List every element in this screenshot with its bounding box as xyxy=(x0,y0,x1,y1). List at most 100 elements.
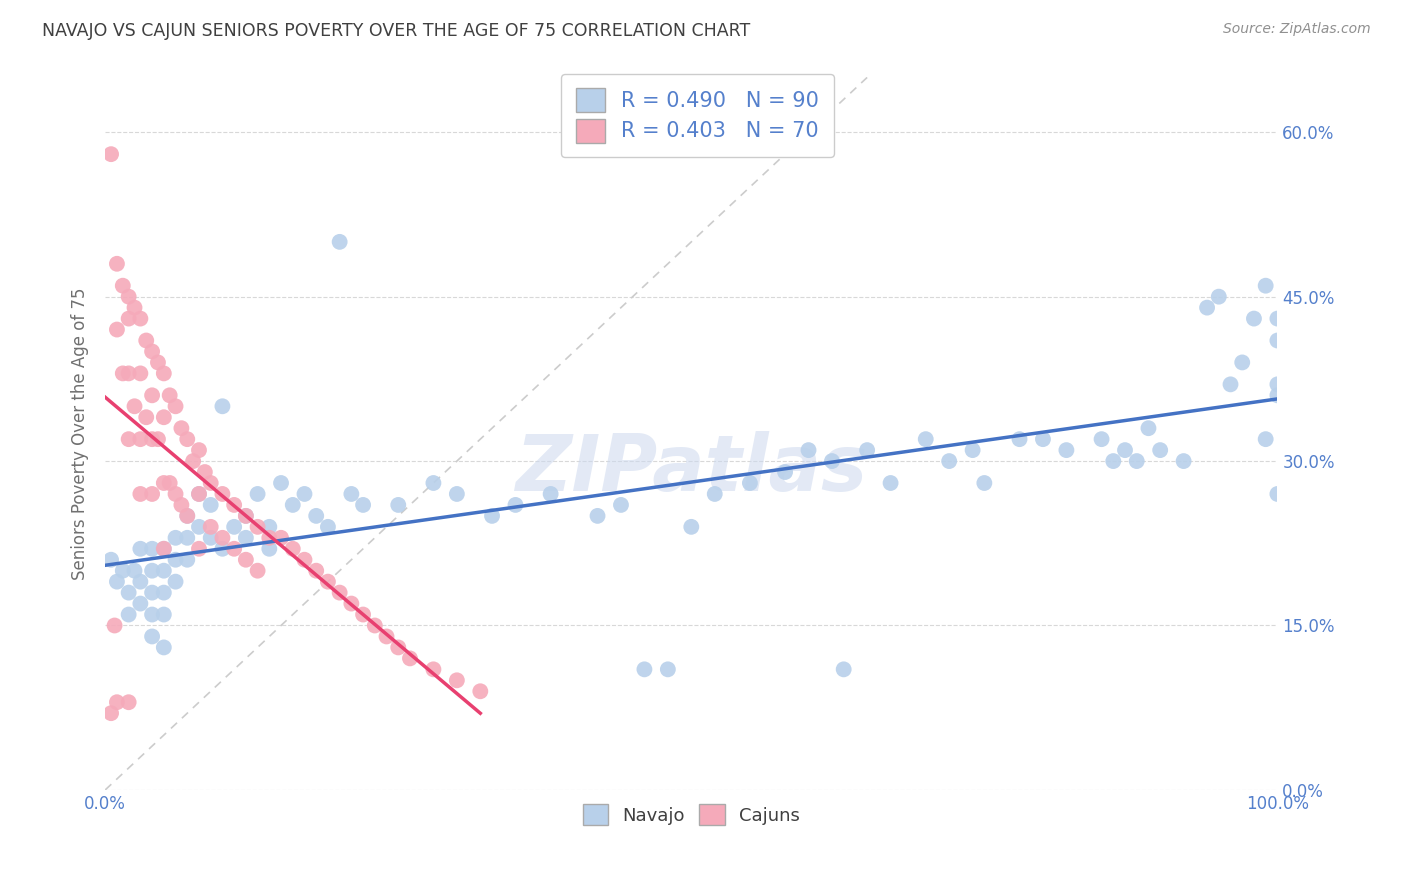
Point xyxy=(165,399,187,413)
Point xyxy=(1267,311,1289,326)
Point xyxy=(141,487,163,501)
Point xyxy=(224,498,246,512)
Point xyxy=(194,465,217,479)
Point xyxy=(129,597,152,611)
Point xyxy=(446,673,468,688)
Point xyxy=(165,553,187,567)
Point xyxy=(1208,290,1230,304)
Point xyxy=(610,498,633,512)
Point xyxy=(703,487,725,501)
Point xyxy=(153,541,176,556)
Point xyxy=(188,487,211,501)
Point xyxy=(246,487,269,501)
Point xyxy=(1149,443,1171,458)
Point xyxy=(129,432,152,446)
Point xyxy=(657,662,679,676)
Point xyxy=(176,508,198,523)
Point xyxy=(364,618,387,632)
Point xyxy=(422,662,444,676)
Point xyxy=(211,399,233,413)
Point xyxy=(100,706,122,721)
Point xyxy=(124,564,146,578)
Point xyxy=(797,443,820,458)
Point xyxy=(181,454,204,468)
Point xyxy=(211,531,233,545)
Point xyxy=(270,475,292,490)
Point xyxy=(235,508,257,523)
Point xyxy=(962,443,984,458)
Point xyxy=(1197,301,1219,315)
Point xyxy=(124,399,146,413)
Point xyxy=(1125,454,1147,468)
Point xyxy=(135,334,157,348)
Point xyxy=(176,531,198,545)
Point xyxy=(387,498,409,512)
Point xyxy=(1267,334,1289,348)
Point xyxy=(146,355,169,369)
Point xyxy=(281,498,304,512)
Point xyxy=(200,475,222,490)
Text: NAVAJO VS CAJUN SENIORS POVERTY OVER THE AGE OF 75 CORRELATION CHART: NAVAJO VS CAJUN SENIORS POVERTY OVER THE… xyxy=(42,22,751,40)
Point xyxy=(352,498,374,512)
Point xyxy=(118,607,141,622)
Point xyxy=(1090,432,1112,446)
Point xyxy=(153,541,176,556)
Point xyxy=(105,322,128,336)
Point xyxy=(1032,432,1054,446)
Point xyxy=(505,498,527,512)
Point xyxy=(100,147,122,161)
Point xyxy=(165,574,187,589)
Point xyxy=(340,487,363,501)
Point xyxy=(141,388,163,402)
Point xyxy=(633,662,655,676)
Point xyxy=(129,574,152,589)
Point xyxy=(111,367,134,381)
Point xyxy=(305,564,328,578)
Point xyxy=(176,432,198,446)
Point xyxy=(316,574,339,589)
Point xyxy=(141,344,163,359)
Point xyxy=(153,410,176,425)
Point xyxy=(188,520,211,534)
Point xyxy=(176,508,198,523)
Point xyxy=(100,553,122,567)
Point xyxy=(141,607,163,622)
Point xyxy=(118,311,141,326)
Point xyxy=(329,585,352,599)
Point xyxy=(470,684,492,698)
Point xyxy=(773,465,796,479)
Point xyxy=(681,520,703,534)
Point xyxy=(188,443,211,458)
Point xyxy=(153,640,176,655)
Point xyxy=(118,585,141,599)
Point xyxy=(118,367,141,381)
Point xyxy=(1054,443,1077,458)
Point xyxy=(387,640,409,655)
Point xyxy=(141,585,163,599)
Point xyxy=(104,618,127,632)
Point xyxy=(1008,432,1031,446)
Point xyxy=(153,475,176,490)
Point xyxy=(1267,487,1289,501)
Point xyxy=(141,432,163,446)
Point xyxy=(259,541,281,556)
Point xyxy=(165,487,187,501)
Point xyxy=(352,607,374,622)
Point xyxy=(129,487,152,501)
Point xyxy=(316,520,339,534)
Point xyxy=(259,520,281,534)
Point xyxy=(1254,278,1277,293)
Point xyxy=(294,553,316,567)
Point xyxy=(1232,355,1254,369)
Point xyxy=(235,553,257,567)
Point xyxy=(832,662,855,676)
Point xyxy=(1243,311,1265,326)
Point xyxy=(200,520,222,534)
Point xyxy=(159,475,181,490)
Point xyxy=(259,531,281,545)
Point xyxy=(170,421,193,435)
Point xyxy=(270,531,292,545)
Point xyxy=(235,508,257,523)
Point xyxy=(129,311,152,326)
Point xyxy=(914,432,936,446)
